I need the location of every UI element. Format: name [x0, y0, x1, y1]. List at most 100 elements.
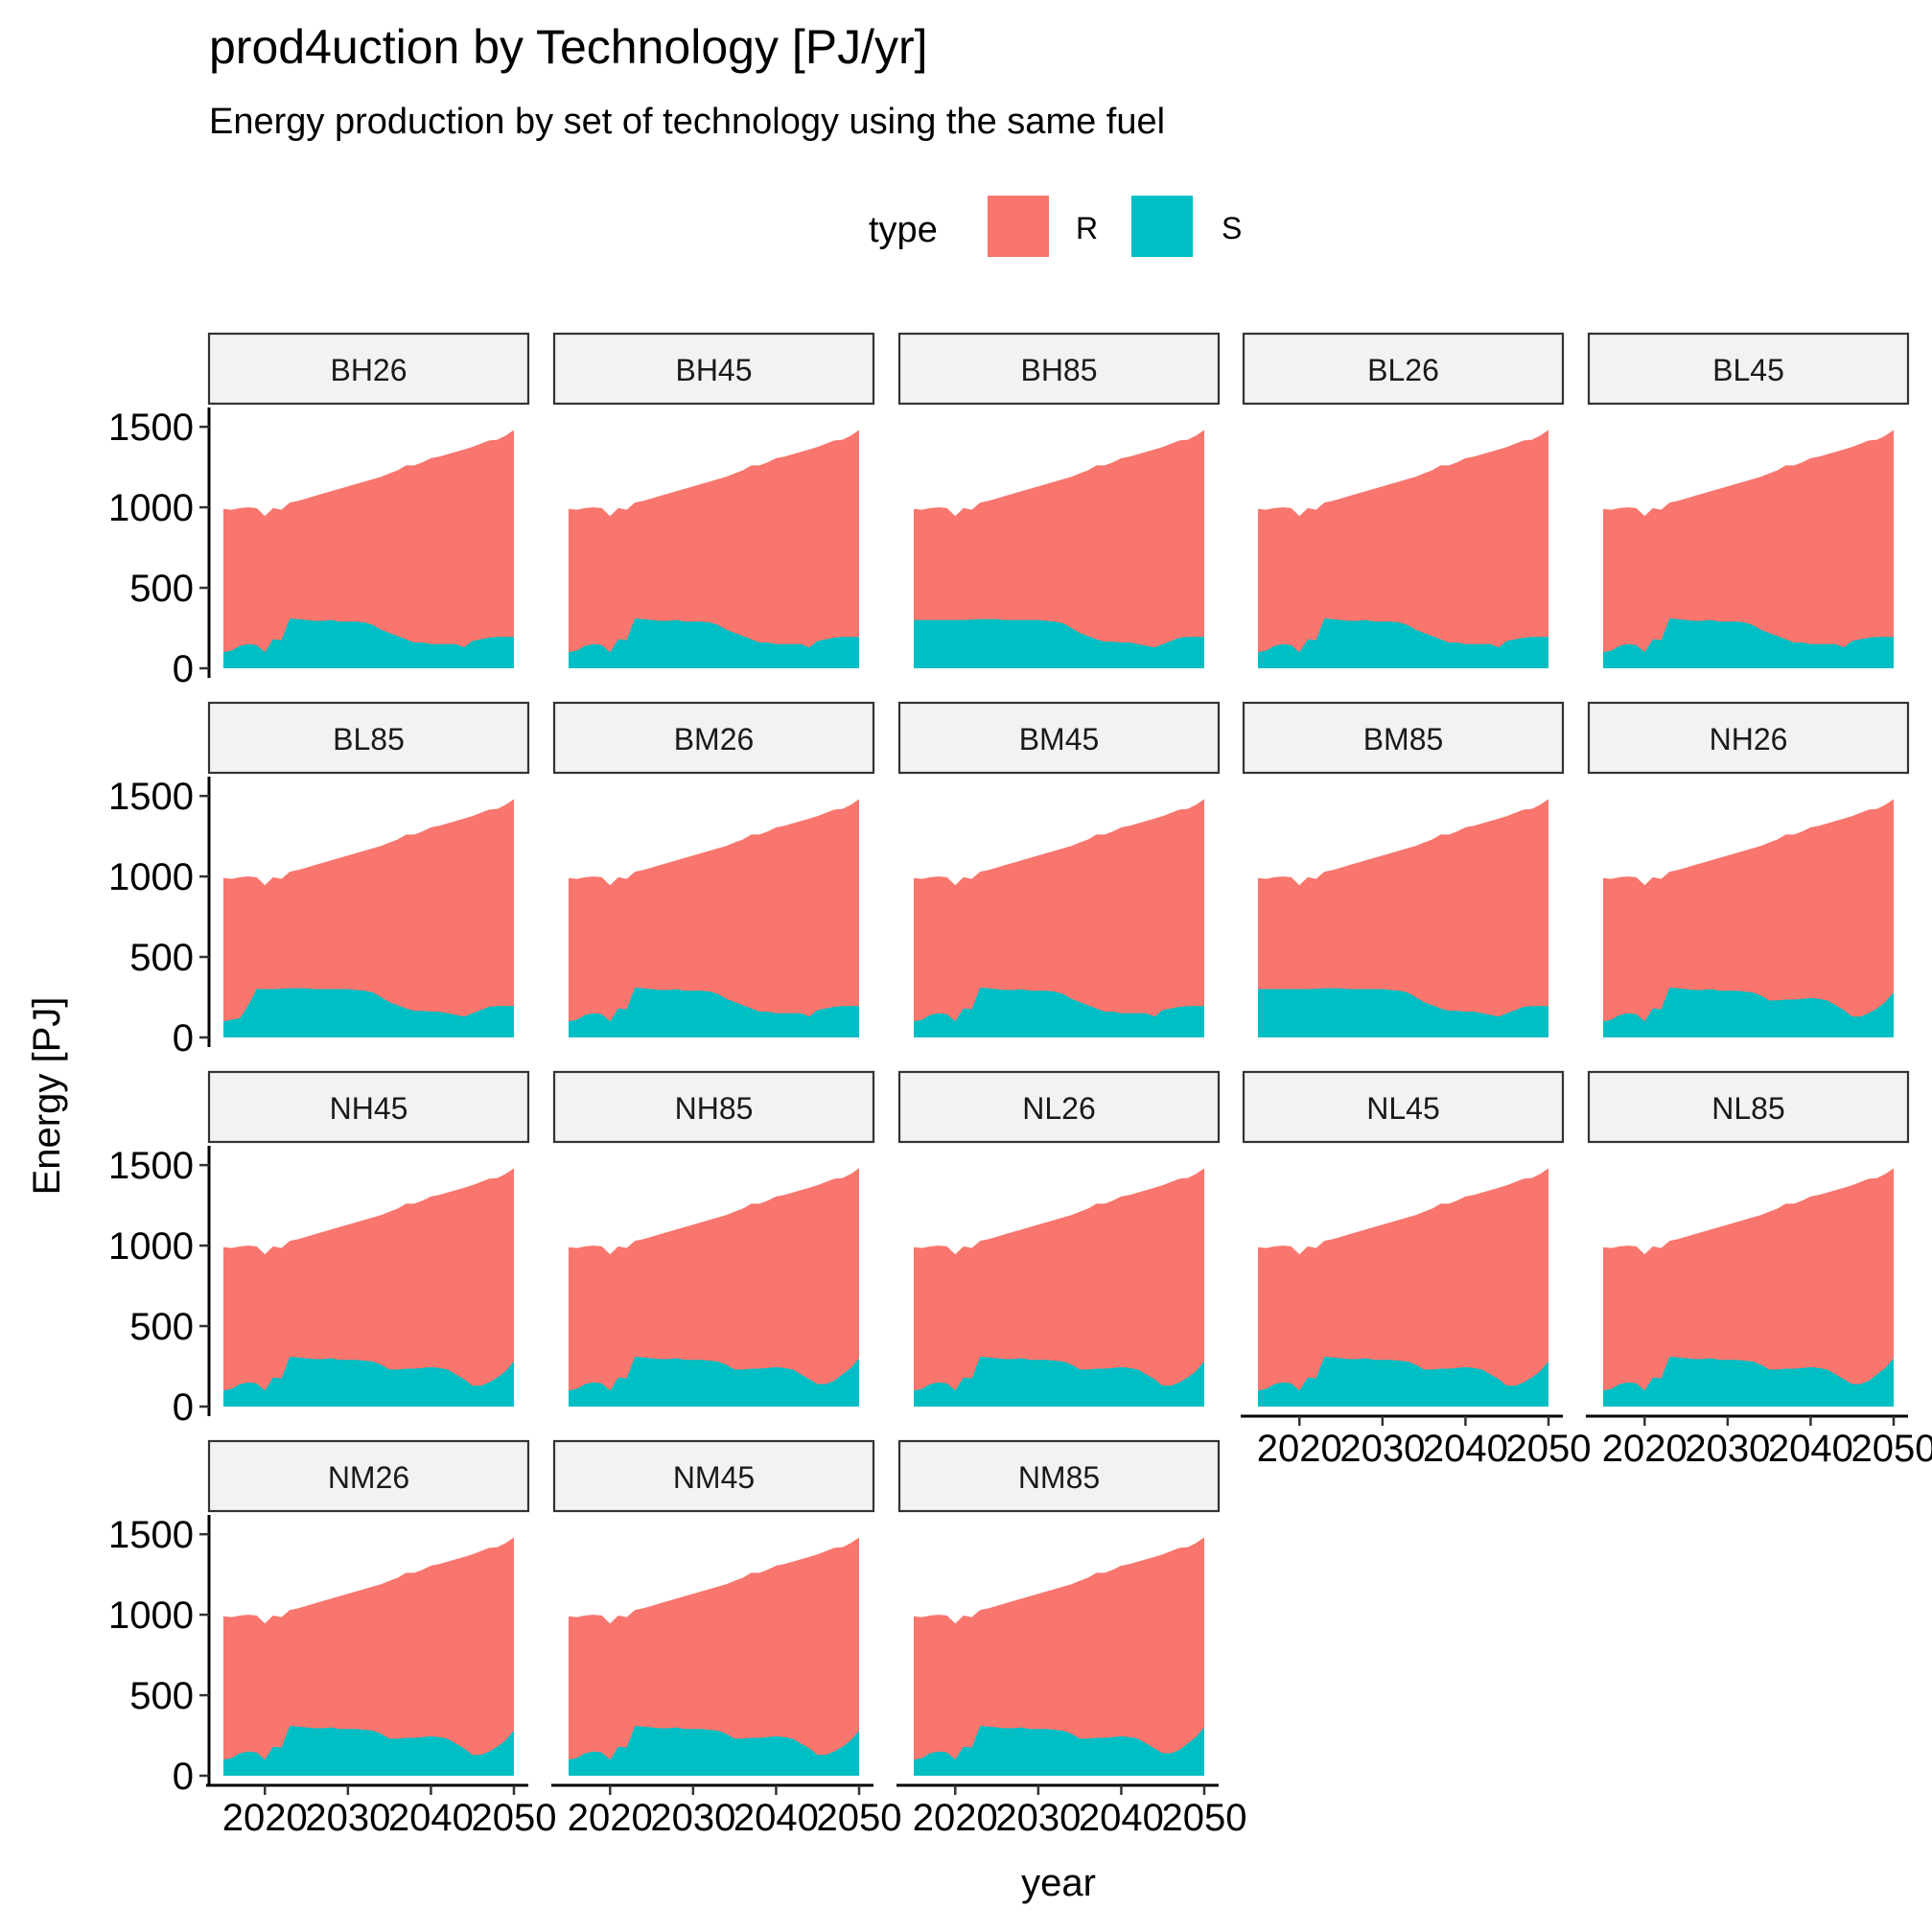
facet-strip-label: NH26: [1710, 722, 1788, 757]
legend-label-r: R: [1076, 211, 1098, 245]
facet-strip: [207, 701, 530, 775]
facet-panel-nh26: NH26: [1587, 701, 1910, 1037]
facet-strip: [1587, 1070, 1910, 1144]
facet-strip: [552, 1070, 875, 1144]
area-series-r: [914, 1168, 1204, 1407]
facet-strip-label: NL85: [1711, 1091, 1785, 1126]
y-tick-label: 1500: [108, 1145, 194, 1187]
y-tick-label: 0: [173, 648, 194, 690]
area-series-r: [223, 1168, 514, 1407]
area-series-r: [1258, 1168, 1548, 1407]
area-series-r: [223, 430, 514, 668]
area-series-s: [569, 1357, 859, 1407]
area-series-r: [569, 1168, 859, 1407]
facet-panel-bl45: BL45: [1587, 332, 1910, 668]
area-series-s: [223, 1357, 514, 1407]
y-tick-label: 1000: [108, 1225, 194, 1268]
area-series-r: [914, 1537, 1204, 1776]
facet-strip-label: BM45: [1019, 722, 1100, 757]
x-tick-label: 2050: [1162, 1797, 1247, 1839]
x-axis-title: year: [1021, 1862, 1096, 1904]
area-series-r: [914, 430, 1204, 668]
facet-panel-bh85: BH85: [897, 332, 1221, 668]
y-tick-label: 0: [173, 1017, 194, 1059]
facet-strip-label: BM85: [1363, 722, 1444, 757]
area-series-s: [1258, 988, 1548, 1037]
y-tick-label: 1000: [108, 487, 194, 529]
facet-strip-label: BL45: [1712, 353, 1784, 387]
facet-strip-label: NH85: [675, 1091, 754, 1126]
x-tick-label: 2030: [650, 1797, 735, 1839]
facet-strip: [552, 701, 875, 775]
facet-strip-label: NM85: [1018, 1460, 1100, 1495]
area-series-s: [569, 988, 859, 1037]
facet-strip: [207, 1439, 530, 1513]
y-tick-label: 1000: [108, 1594, 194, 1637]
x-tick-label: 2020: [913, 1797, 998, 1839]
facet-panel-bh26: BH26 0 500 1000 1500: [108, 332, 530, 690]
chart-subtitle: Energy production by set of technology u…: [209, 102, 1165, 142]
facet-strip: [1242, 701, 1565, 775]
facet-strip-label: NM26: [328, 1460, 409, 1495]
y-axis-title: Energy [PJ]: [26, 997, 68, 1196]
area-series-s: [1603, 988, 1894, 1037]
legend-swatch-r: [988, 196, 1049, 257]
y-tick-label: 500: [129, 937, 194, 979]
facet-panel-nl26: NL26: [897, 1070, 1221, 1407]
x-tick-label: 2020: [568, 1797, 653, 1839]
chart-title: prod4uction by Technology [PJ/yr]: [209, 20, 928, 74]
x-tick-label: 2050: [817, 1797, 902, 1839]
y-tick-label: 1000: [108, 856, 194, 898]
legend-label-s: S: [1222, 211, 1242, 245]
facet-strip: [897, 332, 1221, 406]
facet-panel-bm26: BM26: [552, 701, 875, 1037]
facet-strip: [1587, 701, 1910, 775]
area-series-s: [569, 618, 859, 668]
facet-strip: [897, 1439, 1221, 1513]
facet-strip: [552, 1439, 875, 1513]
area-series-s: [914, 1357, 1204, 1407]
y-tick-label: 0: [173, 1756, 194, 1798]
area-series-s: [1258, 1357, 1548, 1407]
y-tick-label: 1500: [108, 776, 194, 818]
facet-panels: BH26 0 500 1000 1500 BH45 BH85 BL26 BL45 BL85 0 500…: [108, 332, 1932, 1839]
x-tick-label: 2020: [1257, 1428, 1342, 1470]
facet-strip-label: BM26: [674, 722, 755, 757]
x-tick-label: 2030: [1339, 1428, 1425, 1470]
facet-panel-bm85: BM85: [1242, 701, 1565, 1037]
area-series-s: [223, 1726, 514, 1776]
y-tick-label: 500: [129, 1306, 194, 1348]
area-series-r: [1603, 1168, 1894, 1407]
legend-title: type: [869, 210, 938, 250]
area-series-r: [569, 799, 859, 1037]
x-tick-label: 2050: [1851, 1428, 1932, 1470]
facet-strip: [897, 701, 1221, 775]
area-series-r: [1603, 799, 1894, 1037]
x-tick-label: 2040: [388, 1797, 474, 1839]
area-series-s: [914, 1726, 1204, 1776]
area-series-r: [1258, 799, 1548, 1037]
area-series-r: [569, 1537, 859, 1776]
x-tick-label: 2030: [305, 1797, 390, 1839]
facet-strip: [897, 1070, 1221, 1144]
legend: type R S: [869, 196, 1242, 257]
area-series-r: [569, 430, 859, 668]
y-tick-label: 500: [129, 568, 194, 610]
x-tick-label: 2040: [1423, 1428, 1508, 1470]
area-series-s: [1603, 618, 1894, 668]
y-tick-label: 0: [173, 1386, 194, 1429]
x-tick-label: 2030: [995, 1797, 1081, 1839]
facet-strip-label: BL85: [333, 722, 405, 757]
facet-panel-nh45: NH45 0 500 1000 1500: [108, 1070, 530, 1429]
area-series-s: [223, 988, 514, 1037]
x-tick-label: 2040: [733, 1797, 819, 1839]
y-tick-label: 1500: [108, 407, 194, 449]
area-series-r: [1603, 430, 1894, 668]
facet-panel-bm45: BM45: [897, 701, 1221, 1037]
area-series-s: [223, 618, 514, 668]
x-tick-label: 2040: [1079, 1797, 1164, 1839]
